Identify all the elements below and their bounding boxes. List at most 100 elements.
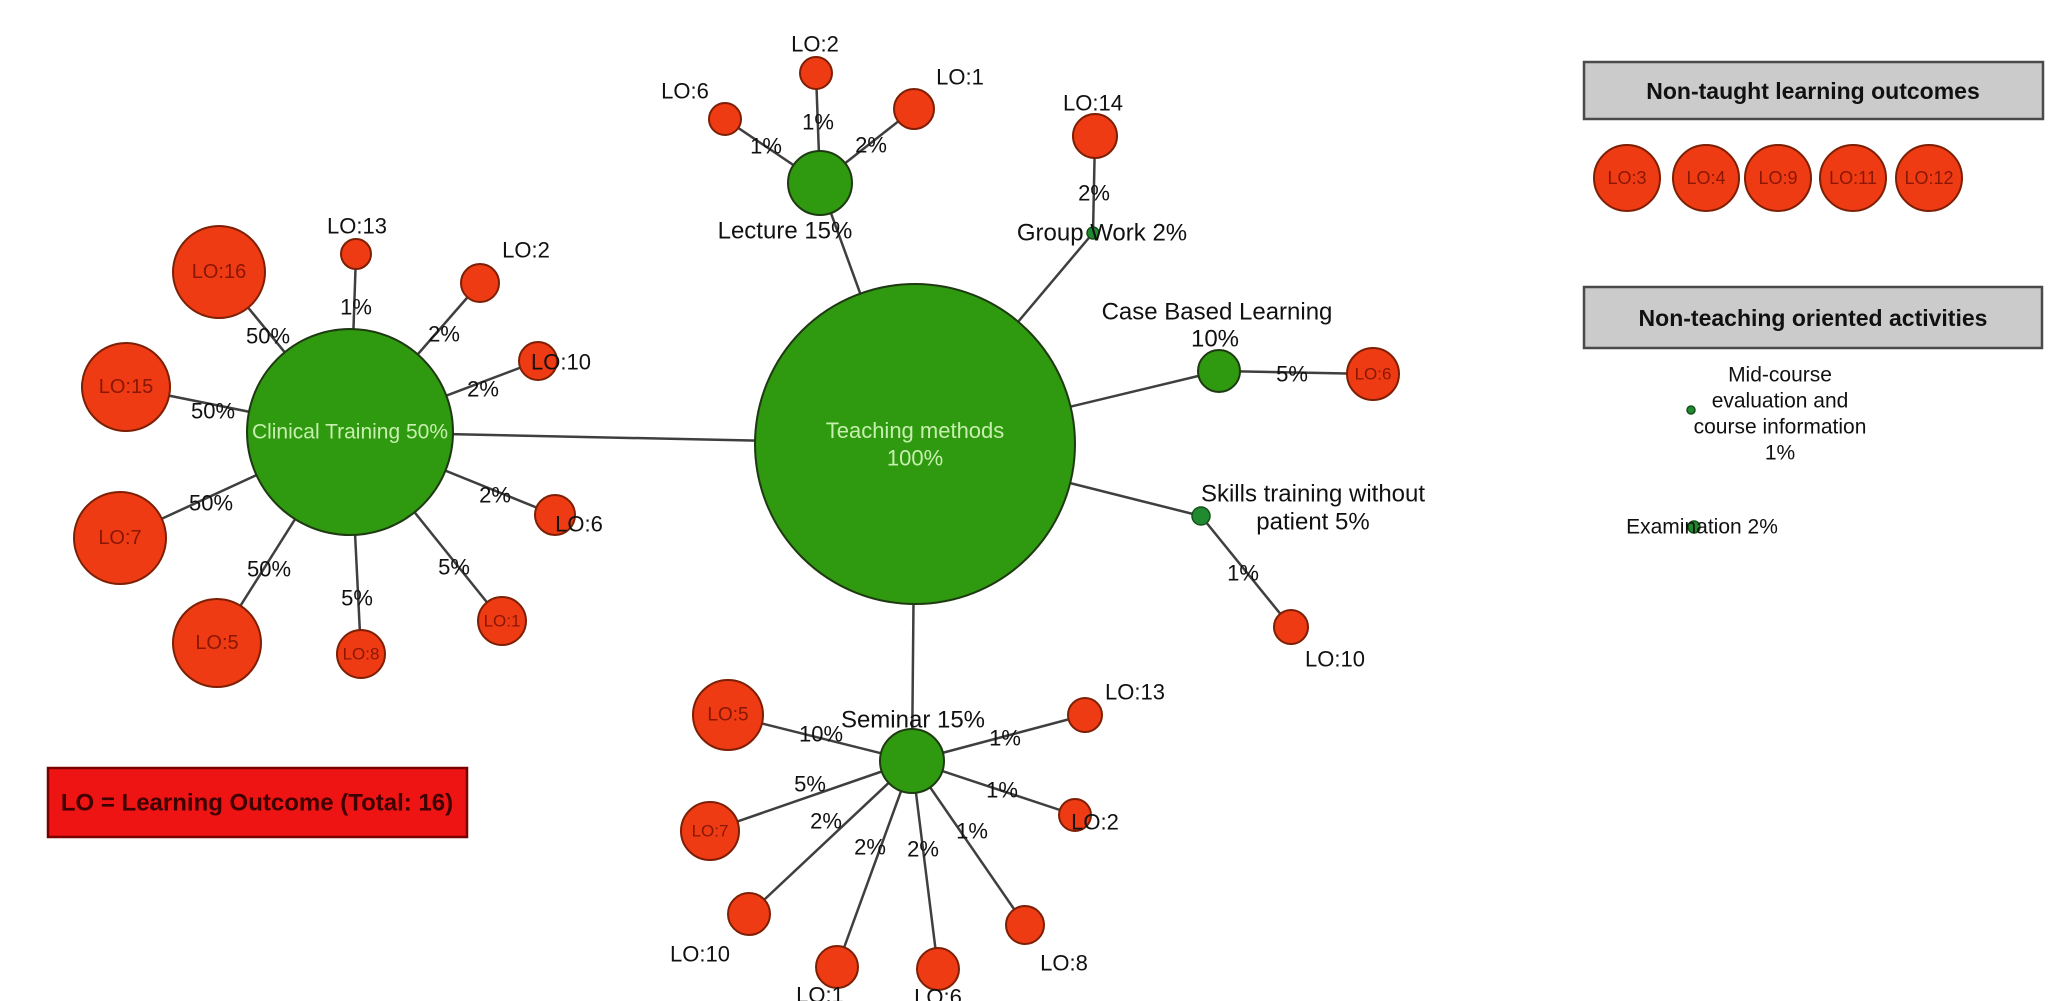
node-circle-sem-lo8 [1005, 905, 1045, 945]
node-circle-sem-lo7 [680, 801, 740, 861]
diagram-label: 1% [986, 778, 1018, 803]
node-circle-sk-lo10 [1273, 609, 1309, 645]
edge-seminar-sem-lo1 [835, 760, 914, 968]
legend-non-taught-title: Non-taught learning outcomes [1646, 78, 1980, 104]
node-sem-lo6 [916, 947, 960, 991]
node-sem-lo13 [1067, 697, 1103, 733]
node-gw [1086, 226, 1100, 240]
node-circle-gw [1086, 226, 1100, 240]
node-circle-midcourse-dot [1686, 405, 1696, 415]
diagram-label: Lecture 15% [718, 218, 853, 245]
node-ct-lo10 [518, 341, 558, 381]
node-ct-lo16: LO:16 [172, 225, 266, 319]
node-cbl-lo6: LO:6 [1346, 347, 1400, 401]
node-circle-sem-lo13 [1067, 697, 1103, 733]
node-circle-ct-lo1 [477, 596, 527, 646]
node-label-ct-lo16: LO:16 [192, 261, 246, 283]
diagram-label: course information [1694, 416, 1867, 439]
diagram-label: LO:13 [1105, 680, 1165, 705]
node-leg-lo4: LO:4 [1672, 144, 1740, 212]
node-sem-lo5: LO:5 [692, 679, 764, 751]
diagram-label: LO:8 [1040, 951, 1088, 976]
node-label-leg-lo3: LO:3 [1607, 168, 1646, 188]
node-sem-lo10 [727, 892, 771, 936]
diagram-label: 1% [750, 134, 782, 159]
node-label-leg-lo4: LO:4 [1686, 168, 1725, 188]
node-circle-seminar [879, 728, 945, 794]
node-circle-sem-lo10 [727, 892, 771, 936]
diagram-label: LO:2 [1071, 810, 1119, 835]
node-circle-ct [246, 328, 454, 536]
diagram-label: 1% [340, 295, 372, 320]
diagram-label: LO:1 [796, 983, 844, 1001]
diagram-label: evaluation and [1712, 390, 1849, 413]
diagram-label: 5% [438, 555, 470, 580]
legend-non-taught-box [1582, 60, 2045, 121]
diagram-label: LO:6 [661, 79, 709, 104]
diagram-label: LO:13 [327, 214, 387, 239]
node-sem-lo1 [815, 945, 859, 989]
node-gw-lo14 [1072, 113, 1118, 159]
diagram-label: 2% [810, 809, 842, 834]
node-circle-tm [754, 283, 1076, 605]
node-ct-lo7: LO:7 [73, 491, 167, 585]
edge-skills-sk-lo10 [1200, 515, 1292, 628]
diagram-label: LO:10 [531, 350, 591, 375]
key-box-text: LO = Learning Outcome (Total: 16) [61, 790, 453, 817]
diagram-label: LO:6 [555, 512, 603, 537]
diagram-label: 2% [467, 377, 499, 402]
node-leg-lo9: LO:9 [1744, 144, 1812, 212]
node-cbl [1197, 349, 1241, 393]
diagram-label: Skills training without [1201, 481, 1425, 508]
node-label-ct-lo8: LO:8 [343, 645, 380, 664]
node-circle-ct-lo5 [172, 598, 262, 688]
node-sem-lo7: LO:7 [680, 801, 740, 861]
node-exam-dot [1687, 520, 1701, 534]
node-circle-lec-lo1 [893, 88, 935, 130]
node-circle-sem-lo2 [1058, 798, 1092, 832]
node-circle-ct-lo16 [172, 225, 266, 319]
node-label-ct-lo1: LO:1 [484, 612, 521, 631]
node-circle-ct-lo6 [534, 494, 576, 536]
diagram-label: 2% [428, 322, 460, 347]
node-circle-lec-lo2 [799, 56, 833, 90]
node-sk-lo10 [1273, 609, 1309, 645]
diagram-label: 10% [1191, 326, 1239, 353]
node-ct-lo6 [534, 494, 576, 536]
diagram-label: LO:6 [914, 985, 962, 1001]
labels-layer: LO:13 LO:2 LO:10 LO:6 1% 2% 2% 2% 5% 5% 50% 50% 50% 5… [189, 32, 1866, 1001]
node-circle-leg-lo11 [1819, 144, 1887, 212]
diagram-label: 50% [246, 324, 290, 349]
diagram-label: 5% [794, 772, 826, 797]
node-circle-sem-lo6 [916, 947, 960, 991]
diagram-label: 2% [479, 483, 511, 508]
node-leg-lo12: LO:12 [1895, 144, 1963, 212]
diagram-label: 50% [189, 491, 233, 516]
node-circle-ct-lo10 [518, 341, 558, 381]
diagram-label: 2% [1078, 181, 1110, 206]
node-label-ct-lo7: LO:7 [98, 527, 141, 549]
node-label-ct-lo15: LO:15 [99, 376, 153, 398]
diagram-label: 1% [956, 819, 988, 844]
edge-seminar-sem-lo7 [709, 759, 913, 833]
node-circle-exam-dot [1687, 520, 1701, 534]
node-leg-lo11: LO:11 [1819, 144, 1887, 212]
node-circle-ct-lo2 [460, 263, 500, 303]
legend-non-teaching-box [1582, 285, 2044, 350]
node-label-leg-lo9: LO:9 [1758, 168, 1797, 188]
node-midcourse-dot [1686, 405, 1696, 415]
node-circle-leg-lo12 [1895, 144, 1963, 212]
node-ct-lo13 [340, 238, 372, 270]
node-lec-lo6 [708, 102, 742, 136]
diagram-label: LO:2 [791, 32, 839, 57]
node-label-ct-lo5: LO:5 [195, 632, 238, 654]
legend-non-teaching-title: Non-teaching oriented activities [1639, 305, 1988, 331]
node-lecture [787, 150, 853, 216]
node-skills [1191, 506, 1211, 526]
node-circle-skills [1191, 506, 1211, 526]
diagram-label: 2% [907, 837, 939, 862]
node-label-leg-lo11: LO:11 [1829, 168, 1877, 188]
diagram-label: LO:10 [1305, 647, 1365, 672]
